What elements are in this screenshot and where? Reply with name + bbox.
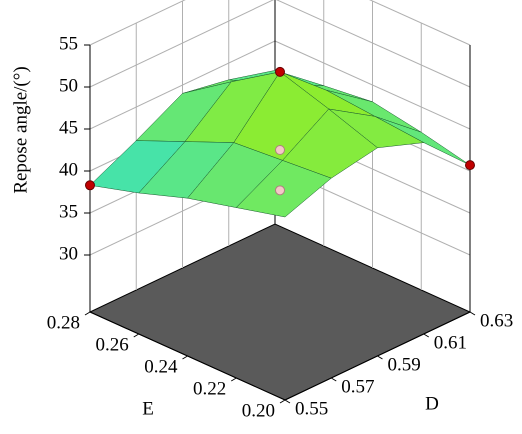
design-point bbox=[465, 160, 475, 171]
design-point bbox=[275, 185, 285, 196]
x-tick-label: 0.59 bbox=[388, 354, 421, 375]
tick-mark bbox=[230, 377, 237, 382]
z-tick-label: 30 bbox=[59, 243, 78, 264]
z-tick-label: 45 bbox=[59, 117, 78, 138]
z-tick-label: 35 bbox=[59, 201, 78, 222]
y-tick-label: 0.24 bbox=[144, 356, 178, 377]
tick-mark bbox=[469, 311, 476, 316]
tick-mark bbox=[182, 355, 188, 360]
tick-mark bbox=[84, 311, 91, 316]
design-point bbox=[275, 145, 285, 155]
x-axis-title: D bbox=[425, 393, 439, 414]
tick-mark bbox=[284, 399, 291, 404]
tick-mark bbox=[423, 333, 430, 338]
x-tick-label: 0.57 bbox=[341, 376, 374, 397]
tick-mark bbox=[133, 333, 140, 338]
x-tick-label: 0.63 bbox=[480, 310, 513, 331]
axis-line bbox=[284, 311, 471, 401]
tick-mark bbox=[330, 377, 337, 382]
y-tick-label: 0.20 bbox=[242, 400, 275, 421]
tick-mark bbox=[377, 355, 383, 360]
y-tick-label: 0.28 bbox=[47, 312, 80, 333]
y-axis-title: E bbox=[142, 398, 154, 419]
z-tick-label: 50 bbox=[59, 75, 78, 96]
z-tick-label: 40 bbox=[59, 159, 78, 180]
design-point bbox=[85, 180, 95, 191]
x-tick-label: 0.55 bbox=[295, 398, 328, 419]
y-tick-label: 0.26 bbox=[96, 334, 129, 355]
z-tick-label: 55 bbox=[59, 33, 78, 54]
design-point bbox=[275, 66, 285, 77]
y-tick-label: 0.22 bbox=[193, 378, 226, 399]
z-axis-title: Repose angle/(°) bbox=[10, 66, 31, 193]
tick-mark bbox=[279, 399, 286, 404]
axis-line bbox=[89, 311, 286, 401]
x-tick-label: 0.61 bbox=[434, 332, 467, 353]
